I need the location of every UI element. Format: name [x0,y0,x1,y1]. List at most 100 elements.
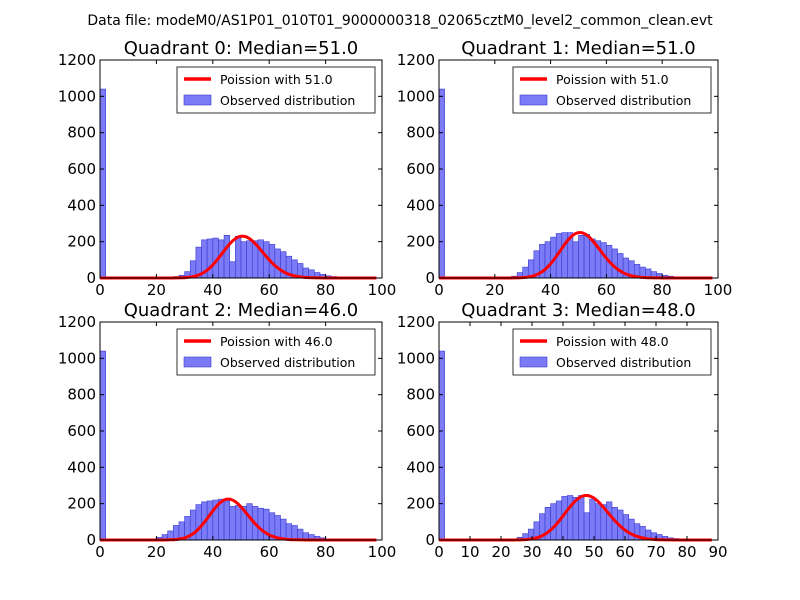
histogram-bar [285,523,293,541]
y-tick-label: 200 [67,233,96,251]
legend-curve-label: Poission with 51.0 [220,72,333,87]
histogram-bar [628,518,635,541]
histogram-bar [229,261,236,279]
x-tick-label: 20 [485,281,504,299]
y-tick-label: 1200 [397,51,435,69]
x-tick-label: 100 [368,281,397,299]
y-tick-label: 1000 [397,87,435,105]
x-tick-label: 0 [95,281,105,299]
legend: Poission with 46.0 Observed distribution [176,328,376,376]
legend-bar-label: Observed distribution [556,355,691,370]
y-tick-label: 1200 [397,313,435,331]
y-tick-label: 1000 [58,87,96,105]
legend-bar-label: Observed distribution [220,355,355,370]
histogram-bar [561,232,568,279]
histogram-bar [594,503,602,541]
histogram-bar [246,503,253,541]
y-tick-label: 400 [406,458,435,476]
x-tick-label: 50 [584,543,603,561]
histogram-bar [240,241,247,279]
y-tick-label: 0 [425,269,435,287]
x-tick-label: 60 [260,543,279,561]
y-tick-label: 600 [406,160,435,178]
x-tick-label: 60 [597,281,616,299]
y-tick-label: 0 [425,531,435,549]
x-tick-label: 60 [615,543,634,561]
histogram-bar [578,495,585,541]
histogram-bar [622,514,630,541]
histogram-bar [206,500,214,541]
histogram-bar [617,253,624,279]
y-tick-label: 800 [406,124,435,142]
x-tick-label: 40 [541,281,560,299]
y-tick-label: 600 [67,160,96,178]
figure-suptitle: Data file: modeM0/AS1P01_010T01_90000003… [87,13,713,29]
histogram-bar [223,235,231,279]
legend: Poission with 48.0 Observed distribution [512,328,712,376]
legend-bar-swatch [183,356,212,368]
legend: Poission with 51.0 Observed distribution [176,66,376,114]
x-tick-label: 30 [522,543,541,561]
y-tick-label: 0 [86,531,96,549]
histogram-bar [195,504,202,541]
panel-title: Quadrant 1: Median=51.0 [461,38,696,59]
y-tick-label: 200 [67,495,96,513]
panel-0: Quadrant 0: Median=51.00 20 40 60 80 10002004… [58,38,397,299]
x-tick-label: 100 [368,543,397,561]
y-tick-label: 1200 [58,313,96,331]
histogram-bar [246,240,253,279]
x-tick-label: 0 [434,543,444,561]
panel-title: Quadrant 3: Median=48.0 [461,300,696,321]
x-tick-label: 80 [316,543,335,561]
legend-bar-swatch [519,356,548,368]
histogram-bar [438,88,445,279]
histogram-bar [583,512,590,541]
panel-title: Quadrant 0: Median=51.0 [124,38,359,59]
y-tick-label: 1000 [397,349,435,367]
legend-bar-label: Observed distribution [556,93,691,108]
x-tick-label: 80 [316,281,335,299]
y-tick-label: 200 [406,495,435,513]
legend-bar-swatch [519,94,548,106]
histogram-bar [257,507,264,541]
histogram-bar [544,241,551,279]
y-tick-label: 600 [67,422,96,440]
legend-box [512,328,712,376]
y-tick-label: 400 [67,196,96,214]
histogram-bar [438,350,445,541]
histogram-bar [206,238,214,279]
histogram-bar [235,505,242,541]
histogram-bar [229,506,236,541]
panel-2: Quadrant 2: Median=46.00 20 40 60 80 10002004… [58,300,397,561]
y-tick-label: 800 [67,386,96,404]
legend-bar-label: Observed distribution [220,93,355,108]
x-tick-label: 0 [434,281,444,299]
legend-box [176,66,376,114]
y-tick-label: 200 [406,233,435,251]
histogram-bar [291,525,298,541]
x-tick-label: 40 [553,543,572,561]
x-tick-label: 20 [147,543,166,561]
histogram-bar [223,500,231,541]
x-tick-label: 80 [677,543,696,561]
legend-box [512,66,712,114]
y-tick-label: 800 [67,124,96,142]
histogram-bar [550,503,557,541]
histogram-bar [99,88,106,279]
histogram-bar [589,498,596,541]
legend-box [176,328,376,376]
y-tick-label: 800 [406,386,435,404]
x-tick-label: 90 [708,543,727,561]
x-tick-label: 80 [653,281,672,299]
histogram-bar [572,241,579,279]
x-tick-label: 20 [491,543,510,561]
histogram-bar [578,235,585,279]
y-tick-label: 400 [67,458,96,476]
legend-curve-label: Poission with 51.0 [556,72,669,87]
x-tick-label: 70 [646,543,665,561]
y-tick-label: 1200 [58,51,96,69]
histogram-bar [99,350,106,541]
panel-title: Quadrant 2: Median=46.0 [124,300,359,321]
y-tick-label: 400 [406,196,435,214]
